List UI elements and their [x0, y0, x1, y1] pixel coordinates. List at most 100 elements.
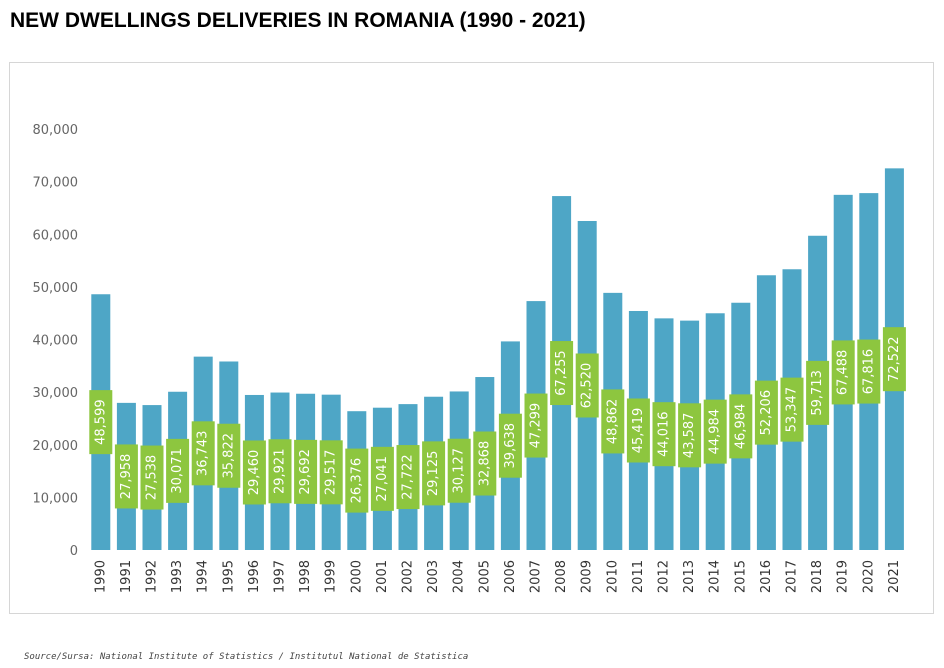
x-tick-label: 2019	[836, 560, 851, 593]
x-tick-label: 1992	[145, 560, 160, 593]
chart-frame: 0 10,000 20,000 30,000 40,000 50,000 60,000 70,…	[9, 62, 934, 614]
data-label: 44,016	[657, 411, 672, 457]
x-tick-label: 2008	[554, 560, 569, 593]
data-label-box	[396, 445, 420, 510]
y-tick-label: 60,000	[33, 228, 79, 243]
data-label-box	[524, 393, 548, 458]
x-tick-label: 2016	[759, 560, 774, 593]
data-label-box	[114, 444, 138, 509]
y-tick-label: 70,000	[33, 176, 79, 191]
x-tick-label: 2003	[426, 560, 441, 593]
y-tick-label: 10,000	[33, 491, 79, 506]
data-label: 43,587	[682, 413, 697, 459]
data-label: 32,868	[477, 441, 492, 487]
data-label-box	[550, 341, 574, 406]
y-tick-label: 80,000	[33, 123, 79, 138]
data-label-box	[806, 360, 830, 425]
chart-title: NEW DWELLINGS DELIVERIES IN ROMANIA (199…	[10, 9, 586, 32]
source-note: Source/Sursa: National Institute of Stat…	[24, 652, 469, 662]
x-tick-label: 2013	[682, 560, 697, 593]
x-tick-label: 2004	[452, 560, 467, 593]
x-tick-label: 1999	[324, 560, 339, 593]
x-tick-label: 1996	[247, 560, 262, 593]
data-label-box	[166, 438, 190, 503]
x-tick-label: 2000	[349, 560, 364, 593]
x-tick-label: 2001	[375, 560, 390, 593]
data-label-box	[242, 440, 266, 505]
data-label-box	[217, 423, 241, 488]
data-label: 46,984	[733, 404, 748, 450]
y-tick-label: 0	[70, 544, 78, 559]
y-tick-label: 20,000	[33, 439, 79, 454]
data-label: 27,538	[145, 455, 160, 501]
data-label: 26,376	[349, 458, 364, 504]
data-label-box	[268, 439, 292, 504]
data-label: 72,522	[887, 336, 902, 382]
x-tick-label: 1994	[196, 560, 211, 593]
data-label: 45,419	[631, 408, 646, 454]
data-label: 44,984	[708, 409, 723, 455]
data-label: 27,958	[119, 454, 134, 500]
data-label: 27,041	[375, 456, 390, 502]
data-label-box	[652, 402, 676, 467]
x-tick-label: 1998	[298, 560, 313, 593]
x-tick-label: 1995	[221, 560, 236, 593]
data-label: 48,862	[605, 399, 620, 445]
data-label: 47,299	[529, 403, 544, 449]
data-label: 52,206	[759, 390, 774, 436]
data-label: 59,713	[810, 370, 825, 416]
x-tick-label: 2009	[580, 560, 595, 593]
data-label: 48,599	[93, 399, 108, 445]
data-label-box	[729, 394, 753, 459]
x-tick-label: 2018	[810, 560, 825, 593]
data-label: 35,822	[221, 433, 236, 479]
data-label: 29,692	[298, 449, 313, 495]
data-label-box	[831, 340, 855, 405]
x-tick-label: 2012	[657, 560, 672, 593]
data-label-box	[140, 445, 164, 510]
data-label: 30,071	[170, 448, 185, 494]
data-label: 67,488	[836, 350, 851, 396]
data-label-box	[294, 439, 318, 504]
data-label: 29,921	[273, 449, 288, 495]
bars-group	[91, 168, 904, 551]
data-label-box	[678, 403, 702, 468]
data-label-box	[473, 431, 497, 496]
data-label-box	[857, 339, 881, 404]
data-label: 29,460	[247, 450, 262, 496]
x-tick-label: 2011	[631, 560, 646, 593]
data-label-box	[601, 389, 625, 454]
data-label: 30,127	[452, 448, 467, 494]
x-tick-label: 2006	[503, 560, 518, 593]
data-label-box	[882, 327, 906, 392]
y-tick-label: 30,000	[33, 386, 79, 401]
data-label-box	[447, 438, 471, 503]
x-tick-label: 1993	[170, 560, 185, 593]
data-label-box	[498, 413, 522, 478]
data-label: 27,722	[401, 454, 416, 500]
x-tick-label: 1991	[119, 560, 134, 593]
data-label-box	[754, 380, 778, 445]
data-label: 53,347	[785, 387, 800, 433]
data-label: 29,517	[324, 450, 339, 496]
data-label: 29,125	[426, 451, 441, 497]
data-label: 67,816	[861, 349, 876, 395]
data-labels-group: 48,599 27,958 27,538 30,071 36,743 35,822 29,4…	[89, 327, 906, 513]
x-tick-label: 2014	[708, 560, 723, 593]
data-label-box	[703, 399, 727, 464]
data-label-box	[370, 446, 394, 511]
x-tick-label: 2017	[785, 560, 800, 593]
bar-chart: 0 10,000 20,000 30,000 40,000 50,000 60,000 70,…	[33, 123, 906, 593]
data-label-box	[89, 390, 113, 455]
x-tick-label: 1990	[93, 560, 108, 593]
data-label-box	[319, 440, 343, 505]
data-label: 39,638	[503, 423, 518, 469]
y-axis: 0 10,000 20,000 30,000 40,000 50,000 60,000 70,…	[33, 123, 79, 559]
x-tick-label: 2002	[401, 560, 416, 593]
x-tick-label: 2007	[529, 560, 544, 593]
data-label: 67,255	[554, 350, 569, 396]
data-label-box	[345, 448, 369, 513]
x-tick-label: 2005	[477, 560, 492, 593]
x-tick-label: 2021	[887, 560, 902, 593]
x-axis: 1990 1991 1992 1993 1994 1995 1996 1997 1998 1999…	[93, 560, 902, 593]
